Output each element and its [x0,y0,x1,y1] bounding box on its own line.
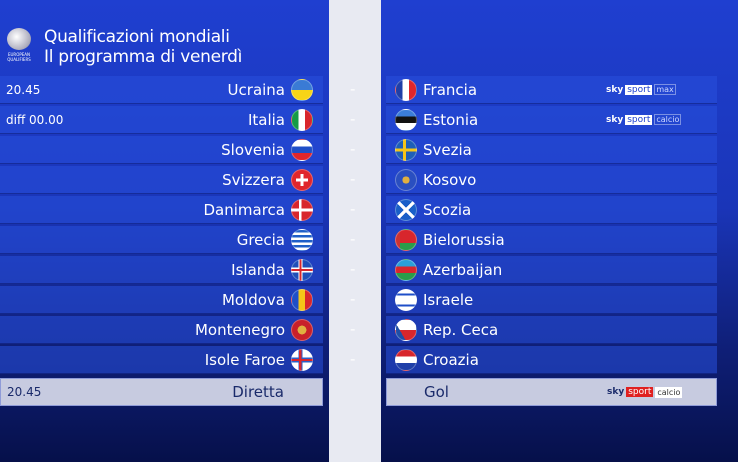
match-row-away: Svezia [386,136,717,164]
away-flag-icon [395,138,417,161]
title-line2: Il programma di venerdì [44,47,243,67]
home-flag-icon [291,228,313,251]
away-flag-icon [395,78,417,101]
home-team: Slovenia [221,140,285,159]
match-row-home: Grecia [0,226,323,254]
away-team: Estonia [423,110,479,129]
match-row-home: Moldova [0,286,323,314]
final-show: Gol [424,383,449,401]
match-row-home: Islanda [0,256,323,284]
home-flag-icon [291,138,313,161]
home-team: Svizzera [222,170,285,189]
away-team: Francia [423,80,478,99]
home-team: Danimarca [203,200,286,219]
header: EUROPEAN QUALIFIERS Qualificazioni mondi… [0,24,329,74]
away-flag-icon [395,108,417,131]
away-flag-icon [395,348,417,371]
match-row-away: Azerbaijan [386,256,717,284]
match-row-home: 20.45 Ucraina [0,76,323,104]
match-row-away: Rep. Ceca [386,316,717,344]
match-row-home: Slovenia [0,136,323,164]
home-flag-icon [291,168,313,191]
match-row-home: Danimarca [0,196,323,224]
vs-separator: - [350,80,356,98]
home-flag-icon [291,288,313,311]
home-team: Ucraina [227,80,285,99]
match-row-away: Israele [386,286,717,314]
home-flag-icon [291,318,313,341]
vs-separator: - [350,320,356,338]
match-row-home: Isole Faroe [0,346,323,374]
match-row-home: Svizzera [0,166,323,194]
vs-separator: - [350,140,356,158]
home-team: Moldova [221,290,285,309]
away-flag-icon [395,288,417,311]
away-team: Croazia [423,350,479,369]
final-label: Diretta [232,383,284,401]
home-team: Islanda [231,260,285,279]
vs-separator: - [350,350,356,368]
vs-separator: - [350,230,356,248]
channel-logo: sky sport calcio [607,386,683,398]
final-time: 20.45 [7,385,42,399]
match-row-away: Kosovo [386,166,717,194]
vs-separator: - [350,110,356,128]
vs-separator: - [350,200,356,218]
final-row-left: 20.45 Diretta [0,378,323,406]
home-team: Montenegro [194,320,285,339]
home-flag-icon [291,108,313,131]
european-qualifiers-logo: EUROPEAN QUALIFIERS [4,28,34,68]
away-team: Bielorussia [423,230,505,249]
page-title: Qualificazioni mondiali Il programma di … [44,27,242,67]
match-row-away: Bielorussia [386,226,717,254]
home-flag-icon [291,258,313,281]
home-team: Isole Faroe [204,350,285,369]
channel-logo: sky sport max [606,84,676,95]
home-team: Grecia [236,230,285,249]
title-line1: Qualificazioni mondiali [44,27,230,47]
match-time: 20.45 [6,82,41,97]
vs-separator: - [350,170,356,188]
away-team: Svezia [423,140,472,159]
away-flag-icon [395,228,417,251]
home-flag-icon [291,78,313,101]
away-team: Israele [423,290,474,309]
home-flag-icon [291,198,313,221]
away-flag-icon [395,168,417,191]
home-team: Italia [247,110,285,129]
vs-separator: - [350,260,356,278]
match-row-away: Croazia [386,346,717,374]
away-flag-icon [395,258,417,281]
away-team: Scozia [423,200,472,219]
match-row-home: diff 00.00 Italia [0,106,323,134]
away-team: Kosovo [423,170,477,189]
match-row-home: Montenegro [0,316,323,344]
match-row-away: Estonia sky sport calcio [386,106,717,134]
away-team: Azerbaijan [423,260,503,279]
home-flag-icon [291,348,313,371]
vs-separator: - [350,290,356,308]
match-row-away: Scozia [386,196,717,224]
final-row-right: Gol sky sport calcio [386,378,717,406]
match-time: diff 00.00 [6,112,64,127]
channel-logo: sky sport calcio [606,114,682,125]
away-team: Rep. Ceca [423,320,499,339]
match-row-away: Francia sky sport max [386,76,717,104]
away-flag-icon [395,318,417,341]
away-flag-icon [395,198,417,221]
